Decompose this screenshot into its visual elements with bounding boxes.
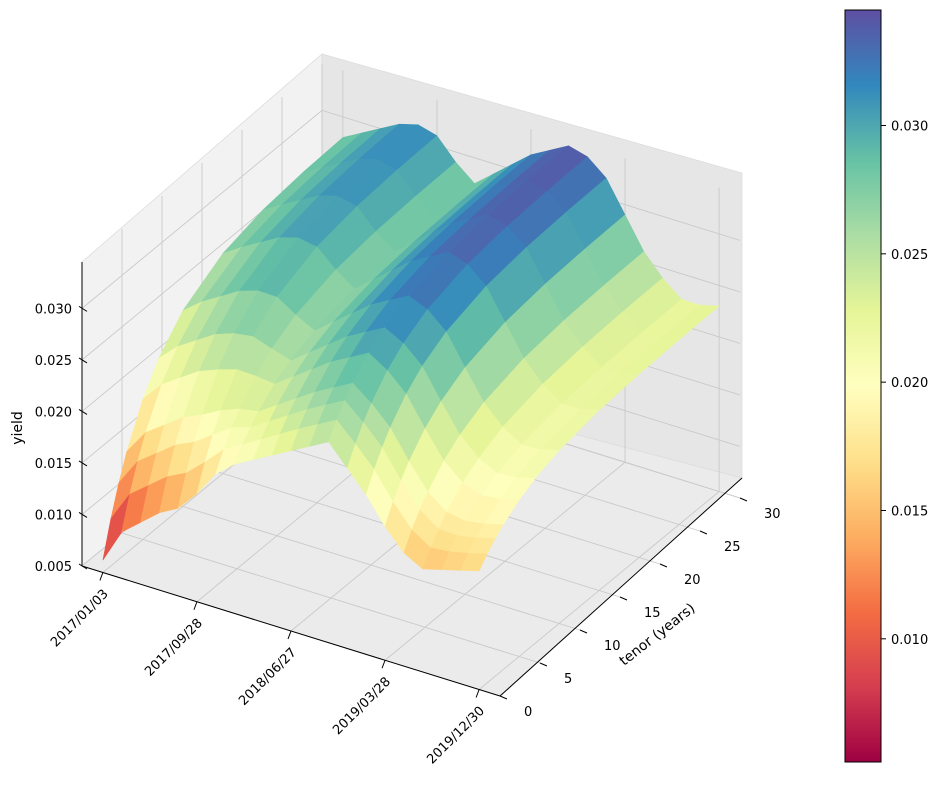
colorbar-ticks: 0.010 0.015 0.020 0.025 0.030 <box>881 119 928 648</box>
date-tick-label: 2017/01/03 <box>48 587 112 651</box>
date-tick-label: 2017/09/28 <box>142 616 206 680</box>
date-tick <box>475 689 480 698</box>
tenor-tick <box>699 530 708 535</box>
z-tick-label: 0.015 <box>35 457 72 472</box>
z-tick <box>78 512 88 518</box>
surface-patch <box>459 553 488 572</box>
tenor-tick-label: 10 <box>604 639 621 654</box>
z-tick-label: 0.010 <box>35 508 72 523</box>
tenor-axis: 0 5 10 15 20 25 30 <box>499 477 781 720</box>
z-tick <box>78 408 88 415</box>
tenor-tick <box>579 629 588 634</box>
tenor-tick-label: 30 <box>764 507 781 522</box>
colorbar: 0.010 0.015 0.020 0.025 0.030 <box>844 9 928 763</box>
colorbar-fill <box>844 9 882 763</box>
z-tick <box>78 357 88 364</box>
floor-gridline-tenor <box>121 532 541 664</box>
tenor-tick-label: 25 <box>724 540 741 555</box>
z-axis: 0.005 0.010 0.015 0.020 0.025 0.030 <box>35 262 88 575</box>
z-tick <box>78 460 88 467</box>
date-tick-label: 2018/06/27 <box>236 645 300 709</box>
tenor-tick-label: 15 <box>644 606 661 621</box>
colorbar-tick-label: 0.025 <box>891 248 928 263</box>
tenor-tick <box>539 662 548 667</box>
tenor-tick <box>619 596 628 601</box>
tenor-tick <box>739 497 748 502</box>
colorbar-tick-label: 0.015 <box>891 504 928 519</box>
date-tick <box>381 660 386 669</box>
tenor-tick-label: 0 <box>524 705 532 720</box>
date-tick <box>99 572 104 581</box>
colorbar-tick-label: 0.010 <box>891 633 928 648</box>
date-tick <box>287 630 292 640</box>
floor-gridline-tenor <box>161 499 581 631</box>
z-tick-label: 0.025 <box>35 354 72 369</box>
tenor-tick-label: 5 <box>564 672 572 687</box>
date-tick-label: 2019/12/30 <box>424 704 488 768</box>
z-tick-label: 0.020 <box>35 405 72 420</box>
tenor-tick <box>499 695 508 700</box>
z-tick <box>78 305 88 312</box>
yield-surface <box>102 123 720 572</box>
tenor-tick-label: 20 <box>684 573 701 588</box>
tenor-tick <box>659 563 668 568</box>
z-tick-label: 0.005 <box>35 560 72 575</box>
z-axis-label: yield <box>10 411 26 445</box>
colorbar-tick-label: 0.020 <box>891 376 928 391</box>
z-tick-label: 0.030 <box>35 302 72 317</box>
colorbar-tick-label: 0.030 <box>891 119 928 134</box>
date-tick-label: 2019/03/28 <box>330 674 394 738</box>
date-tick <box>193 601 198 610</box>
